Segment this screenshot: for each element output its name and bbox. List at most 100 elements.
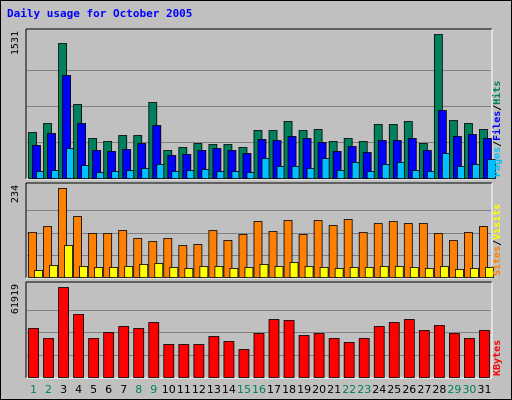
day-label-28: 28 <box>432 383 446 396</box>
day-label-27: 27 <box>417 383 431 396</box>
bar-sites-day-15 <box>238 234 248 278</box>
bar-kbytes-day-20 <box>313 333 325 378</box>
panel-requests-ymax-label: 1531 <box>10 31 21 55</box>
bar-sites-day-26 <box>403 223 413 278</box>
bar-kbytes-day-15 <box>238 349 250 378</box>
bar-kbytes-day-6 <box>103 332 115 378</box>
legend-entry: / <box>492 105 503 111</box>
bar-sites-day-6 <box>103 233 113 278</box>
bar-visits-day-27 <box>424 268 434 278</box>
day-label-12: 12 <box>192 383 206 396</box>
day-label-14: 14 <box>222 383 236 396</box>
bar-visits-day-4 <box>79 266 88 278</box>
bar-kbytes-day-17 <box>268 319 280 378</box>
bar-visits-day-20 <box>319 267 329 278</box>
day-label-21: 21 <box>327 383 341 396</box>
bar-visits-day-16 <box>259 264 269 278</box>
bar-visits-day-18 <box>289 262 299 278</box>
bar-visits-day-23 <box>364 267 374 278</box>
bar-kbytes-day-24 <box>373 326 385 378</box>
bar-visits-day-3 <box>64 245 73 278</box>
panel-visitors-legend: Sites/Visits <box>491 204 503 276</box>
bar-sites-day-4 <box>73 216 82 278</box>
bar-sites-day-20 <box>313 220 323 278</box>
day-label-17: 17 <box>267 383 281 396</box>
bar-kbytes-day-12 <box>193 344 205 378</box>
bar-visits-day-8 <box>139 264 149 278</box>
legend-entry: / <box>492 141 503 147</box>
bar-sites-day-27 <box>418 223 428 278</box>
bar-sites-day-29 <box>449 240 458 278</box>
day-label-5: 5 <box>90 383 97 396</box>
day-label-6: 6 <box>105 383 112 396</box>
bar-kbytes-day-5 <box>88 338 100 378</box>
bar-visits-day-30 <box>470 268 479 278</box>
bar-visits-day-15 <box>244 267 254 278</box>
bar-sites-day-19 <box>298 234 308 278</box>
day-label-31: 31 <box>477 383 491 396</box>
bar-visits-day-21 <box>334 268 344 278</box>
bar-sites-day-2 <box>43 226 52 278</box>
bar-visits-day-19 <box>304 266 314 278</box>
bar-visits-day-12 <box>199 266 209 278</box>
day-label-29: 29 <box>447 383 461 396</box>
bar-sites-day-8 <box>133 238 143 278</box>
bar-visits-day-31 <box>485 267 494 278</box>
bar-kbytes-day-7 <box>118 326 130 378</box>
legend-entry: Files <box>491 111 503 141</box>
bar-kbytes-day-19 <box>298 335 310 378</box>
day-label-22: 22 <box>342 383 356 396</box>
bar-visits-day-11 <box>184 268 194 278</box>
bar-sites-day-30 <box>464 232 473 278</box>
bar-sites-day-11 <box>178 245 188 278</box>
bar-visits-day-25 <box>394 266 404 278</box>
bar-kbytes-day-1 <box>28 328 39 378</box>
bar-sites-day-10 <box>163 238 173 278</box>
legend-entry: Visits <box>491 204 503 240</box>
day-label-4: 4 <box>75 383 82 396</box>
legend-entry: Hits <box>491 81 503 105</box>
bar-kbytes-day-31 <box>479 330 490 378</box>
bar-visits-day-22 <box>349 267 359 278</box>
bar-sites-day-17 <box>268 231 278 278</box>
bar-sites-day-7 <box>118 230 128 278</box>
day-label-26: 26 <box>402 383 416 396</box>
legend-entry: Sites <box>491 246 503 276</box>
day-label-30: 30 <box>462 383 476 396</box>
panel-volume-ymax-label: 61919 <box>10 284 21 314</box>
panel-volume-legend: KBytes <box>492 340 503 376</box>
bar-kbytes-day-29 <box>449 333 460 378</box>
day-label-24: 24 <box>372 383 386 396</box>
bar-visits-day-9 <box>154 263 164 278</box>
bar-visits-day-17 <box>274 266 284 278</box>
bar-kbytes-day-28 <box>433 325 445 378</box>
day-label-7: 7 <box>120 383 127 396</box>
bar-visits-day-29 <box>455 269 464 278</box>
bar-sites-day-13 <box>208 230 218 278</box>
day-label-13: 13 <box>207 383 221 396</box>
bar-kbytes-day-18 <box>283 320 295 378</box>
bar-kbytes-day-21 <box>328 338 340 378</box>
bar-sites-day-28 <box>433 233 443 278</box>
bar-sites-day-21 <box>328 225 338 278</box>
bar-sites-day-3 <box>58 188 67 278</box>
day-label-19: 19 <box>297 383 311 396</box>
bar-visits-day-26 <box>409 267 419 278</box>
day-label-20: 20 <box>312 383 326 396</box>
day-label-10: 10 <box>162 383 176 396</box>
bar-kbytes-day-2 <box>43 338 54 378</box>
bar-visits-day-5 <box>94 267 104 278</box>
day-label-1: 1 <box>30 383 37 396</box>
day-label-11: 11 <box>177 383 191 396</box>
bar-sites-day-12 <box>193 244 203 278</box>
bar-sites-day-23 <box>358 232 368 278</box>
day-label-15: 15 <box>237 383 251 396</box>
panel-requests-legend: Pages/Files/Hits <box>491 81 503 177</box>
legend-entry: Pages <box>492 147 503 177</box>
bar-visits-day-1 <box>34 270 43 278</box>
day-label-3: 3 <box>60 383 67 396</box>
bar-sites-day-25 <box>388 221 398 278</box>
bar-kbytes-day-14 <box>223 341 235 378</box>
day-label-25: 25 <box>387 383 401 396</box>
